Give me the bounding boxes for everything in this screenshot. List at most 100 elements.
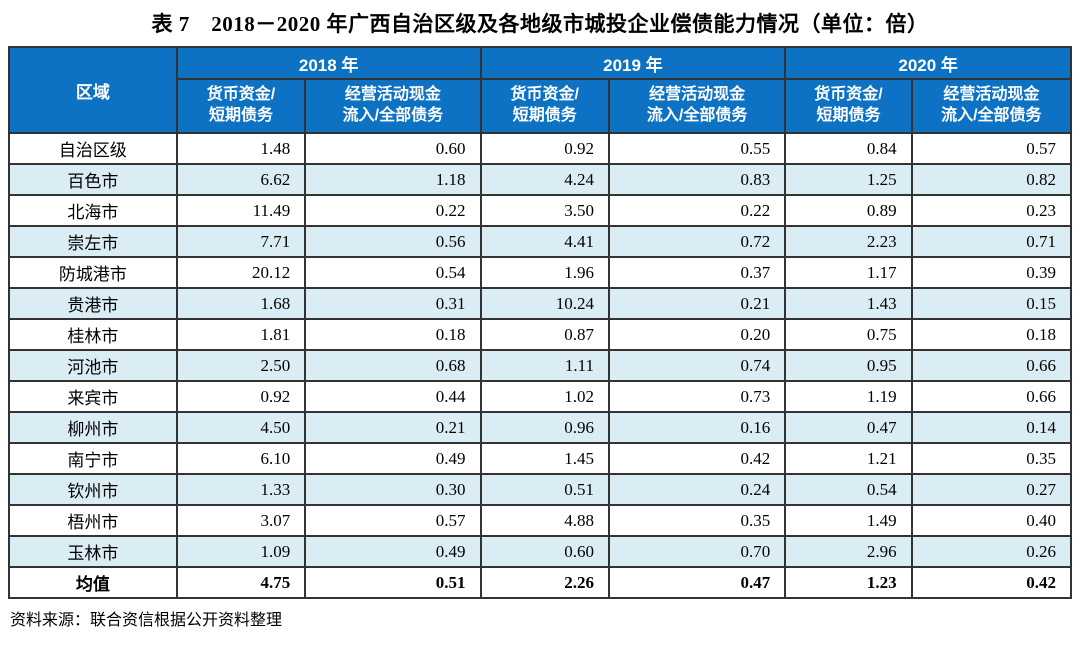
value-cell: 1.21 bbox=[784, 442, 913, 475]
value-cell: 0.57 bbox=[304, 504, 482, 537]
value-cell: 20.12 bbox=[175, 256, 307, 289]
table-row: 玉林市 1.09 0.49 0.60 0.70 2.96 0.26 bbox=[8, 535, 1073, 568]
region-cell: 桂林市 bbox=[8, 318, 178, 351]
year-header-row: 区域 2018 年 2019 年 2020 年 bbox=[8, 46, 1072, 134]
value-cell: 2.96 bbox=[784, 535, 913, 568]
region-cell: 百色市 bbox=[8, 163, 178, 196]
value-cell: 0.42 bbox=[607, 442, 787, 475]
column-header-region: 区域 bbox=[8, 46, 178, 134]
table-row: 百色市 6.62 1.18 4.24 0.83 1.25 0.82 bbox=[8, 163, 1073, 196]
value-cell: 1.25 bbox=[784, 163, 913, 196]
region-cell: 来宾市 bbox=[8, 380, 178, 413]
table-row: 防城港市 20.12 0.54 1.96 0.37 1.17 0.39 bbox=[8, 256, 1073, 289]
value-cell: 0.21 bbox=[304, 411, 482, 444]
value-cell: 1.49 bbox=[784, 504, 913, 537]
value-cell: 0.54 bbox=[304, 256, 482, 289]
value-cell: 1.45 bbox=[479, 442, 610, 475]
value-cell: 0.66 bbox=[910, 380, 1073, 413]
value-cell: 0.49 bbox=[304, 442, 482, 475]
table-row: 河池市 2.50 0.68 1.11 0.74 0.95 0.66 bbox=[8, 349, 1073, 382]
table-row: 自治区级 1.48 0.60 0.92 0.55 0.84 0.57 bbox=[8, 132, 1073, 165]
value-cell: 0.54 bbox=[784, 473, 913, 506]
value-cell: 4.41 bbox=[479, 225, 610, 258]
value-cell: 2.23 bbox=[784, 225, 913, 258]
source-note: 资料来源：联合资信根据公开资料整理 bbox=[10, 612, 283, 629]
value-cell: 1.48 bbox=[175, 132, 307, 165]
value-cell: 0.47 bbox=[607, 566, 787, 599]
table-body: 自治区级 1.48 0.60 0.92 0.55 0.84 0.57 百色市 6.62 1.18 4… bbox=[8, 132, 1073, 599]
value-cell: 10.24 bbox=[479, 287, 610, 320]
value-cell: 0.84 bbox=[784, 132, 913, 165]
value-cell: 1.02 bbox=[479, 380, 610, 413]
table-row: 均值 4.75 0.51 2.26 0.47 1.23 0.42 bbox=[8, 566, 1073, 599]
value-cell: 0.51 bbox=[479, 473, 610, 506]
region-cell: 南宁市 bbox=[8, 442, 178, 475]
value-cell: 0.23 bbox=[910, 194, 1073, 227]
table-row: 桂林市 1.81 0.18 0.87 0.20 0.75 0.18 bbox=[8, 318, 1073, 351]
value-cell: 0.22 bbox=[304, 194, 482, 227]
table-row: 来宾市 0.92 0.44 1.02 0.73 1.19 0.66 bbox=[8, 380, 1073, 413]
value-cell: 0.37 bbox=[607, 256, 787, 289]
region-cell: 钦州市 bbox=[8, 473, 178, 506]
value-cell: 2.26 bbox=[479, 566, 610, 599]
value-cell: 0.31 bbox=[304, 287, 482, 320]
value-cell: 6.10 bbox=[175, 442, 307, 475]
value-cell: 0.72 bbox=[607, 225, 787, 258]
year-header-2020: 2020 年 bbox=[784, 46, 1072, 80]
value-cell: 0.40 bbox=[910, 504, 1073, 537]
value-cell: 0.18 bbox=[304, 318, 482, 351]
table-row: 崇左市 7.71 0.56 4.41 0.72 2.23 0.71 bbox=[8, 225, 1073, 258]
value-cell: 0.35 bbox=[910, 442, 1073, 475]
value-cell: 0.96 bbox=[479, 411, 610, 444]
value-cell: 0.35 bbox=[607, 504, 787, 537]
value-cell: 1.33 bbox=[175, 473, 307, 506]
value-cell: 1.81 bbox=[175, 318, 307, 351]
column-header-2018-cash-to-short-debt: 货币资金/ 短期债务 bbox=[175, 78, 307, 134]
value-cell: 0.15 bbox=[910, 287, 1073, 320]
region-cell: 梧州市 bbox=[8, 504, 178, 537]
value-cell: 1.23 bbox=[784, 566, 913, 599]
value-cell: 0.57 bbox=[910, 132, 1073, 165]
value-cell: 1.43 bbox=[784, 287, 913, 320]
value-cell: 0.22 bbox=[607, 194, 787, 227]
value-cell: 0.87 bbox=[479, 318, 610, 351]
column-header-2018-opcash-to-total-debt: 经营活动现金 流入/全部债务 bbox=[304, 78, 482, 134]
value-cell: 4.75 bbox=[175, 566, 307, 599]
value-cell: 1.18 bbox=[304, 163, 482, 196]
region-cell: 柳州市 bbox=[8, 411, 178, 444]
value-cell: 0.66 bbox=[910, 349, 1073, 382]
value-cell: 0.73 bbox=[607, 380, 787, 413]
value-cell: 1.19 bbox=[784, 380, 913, 413]
value-cell: 0.26 bbox=[910, 535, 1073, 568]
value-cell: 0.68 bbox=[304, 349, 482, 382]
value-cell: 0.49 bbox=[304, 535, 482, 568]
value-cell: 0.95 bbox=[784, 349, 913, 382]
table-row: 钦州市 1.33 0.30 0.51 0.24 0.54 0.27 bbox=[8, 473, 1073, 506]
value-cell: 0.82 bbox=[910, 163, 1073, 196]
year-header-2018: 2018 年 bbox=[175, 46, 482, 80]
column-header-2019-cash-to-short-debt: 货币资金/ 短期债务 bbox=[479, 78, 610, 134]
value-cell: 0.51 bbox=[304, 566, 482, 599]
value-cell: 0.70 bbox=[607, 535, 787, 568]
value-cell: 1.68 bbox=[175, 287, 307, 320]
value-cell: 0.47 bbox=[784, 411, 913, 444]
value-cell: 0.89 bbox=[784, 194, 913, 227]
value-cell: 6.62 bbox=[175, 163, 307, 196]
region-cell: 防城港市 bbox=[8, 256, 178, 289]
value-cell: 0.18 bbox=[910, 318, 1073, 351]
value-cell: 3.07 bbox=[175, 504, 307, 537]
region-cell: 北海市 bbox=[8, 194, 178, 227]
value-cell: 0.42 bbox=[910, 566, 1073, 599]
value-cell: 0.60 bbox=[479, 535, 610, 568]
region-cell: 玉林市 bbox=[8, 535, 178, 568]
value-cell: 1.96 bbox=[479, 256, 610, 289]
column-header-2020-opcash-to-total-debt: 经营活动现金 流入/全部债务 bbox=[910, 78, 1073, 134]
value-cell: 3.50 bbox=[479, 194, 610, 227]
value-cell: 4.88 bbox=[479, 504, 610, 537]
debt-repayment-capacity-table: 区域 2018 年 2019 年 2020 年 货币资金/ 短期债务 经营活动现… bbox=[8, 46, 1073, 599]
value-cell: 0.27 bbox=[910, 473, 1073, 506]
table-row: 梧州市 3.07 0.57 4.88 0.35 1.49 0.40 bbox=[8, 504, 1073, 537]
table-header: 区域 2018 年 2019 年 2020 年 货币资金/ 短期债务 经营活动现… bbox=[8, 46, 1073, 134]
region-cell: 崇左市 bbox=[8, 225, 178, 258]
